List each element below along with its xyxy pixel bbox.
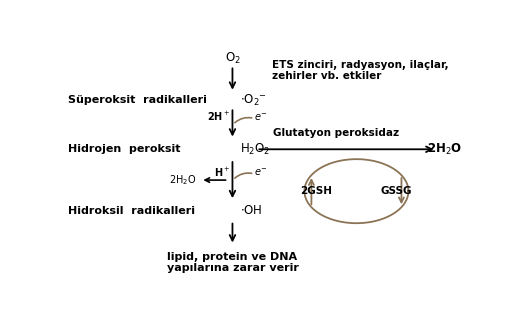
Text: 2H$_2$O: 2H$_2$O	[169, 173, 197, 187]
Text: Glutatyon peroksidaz: Glutatyon peroksidaz	[273, 128, 399, 138]
Text: $\cdot$OH: $\cdot$OH	[240, 204, 263, 217]
Text: ETS zinciri, radyasyon, ilaçlar,
zehirler vb. etkiler: ETS zinciri, radyasyon, ilaçlar, zehirle…	[272, 60, 449, 81]
Text: GSSG: GSSG	[381, 186, 412, 196]
Text: Hidrojen  peroksit: Hidrojen peroksit	[69, 144, 181, 154]
Text: O$_2$: O$_2$	[224, 51, 240, 66]
Text: H$^+$: H$^+$	[214, 166, 231, 179]
Text: 2GSH: 2GSH	[300, 186, 332, 196]
Text: Süperoksit  radikalleri: Süperoksit radikalleri	[69, 95, 207, 105]
Text: lipid, protein ve DNA
yapılarına zarar verir: lipid, protein ve DNA yapılarına zarar v…	[167, 252, 298, 273]
Text: 2H$_2$O: 2H$_2$O	[427, 142, 462, 157]
Text: Hidroksil  radikalleri: Hidroksil radikalleri	[69, 206, 196, 216]
Text: 2H$^+$: 2H$^+$	[207, 110, 231, 124]
Text: $e^{-}$: $e^{-}$	[254, 112, 268, 123]
Text: $\cdot$O$_2$$^{-}$: $\cdot$O$_2$$^{-}$	[240, 92, 267, 108]
Text: $e^{-}$: $e^{-}$	[254, 167, 268, 178]
Text: H$_2$O$_2$: H$_2$O$_2$	[240, 142, 271, 157]
